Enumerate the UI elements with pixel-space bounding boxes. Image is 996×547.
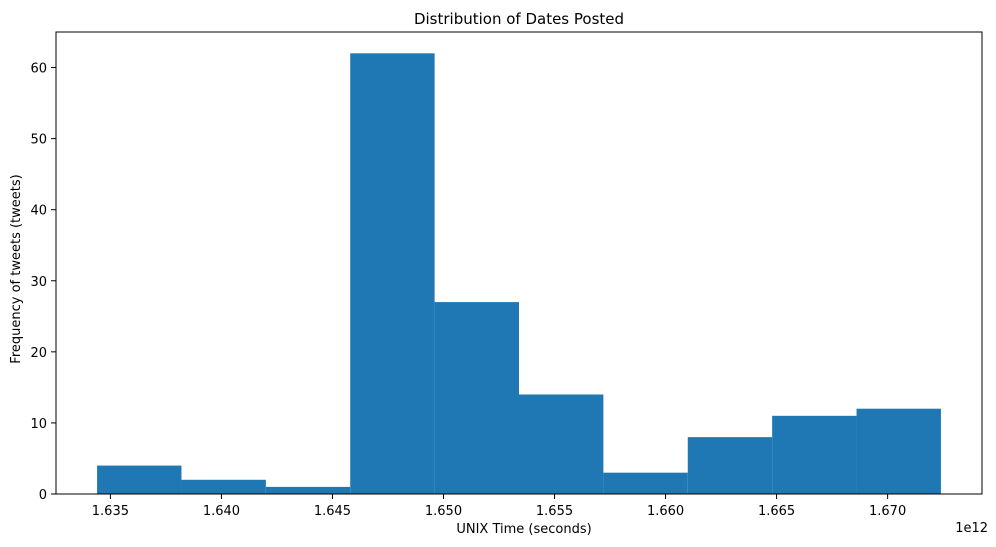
histogram-bar bbox=[856, 408, 941, 494]
y-tick-label: 20 bbox=[30, 346, 47, 361]
histogram-bar bbox=[265, 486, 351, 494]
axes-group: 1.635 1.640 1.645 1.650 1.655 1.660 1.665 1.670… bbox=[30, 31, 983, 519]
x-axis-label: UNIX Time (seconds) bbox=[456, 522, 591, 537]
y-tick-label: 50 bbox=[30, 133, 47, 148]
histogram-bar bbox=[772, 415, 857, 494]
x-tick-label: 1.670 bbox=[869, 504, 906, 519]
histogram-bar bbox=[519, 394, 604, 494]
y-tick-label: 60 bbox=[30, 62, 47, 77]
histogram-bar bbox=[434, 302, 519, 494]
y-tick-label: 30 bbox=[30, 275, 47, 290]
histogram-bar bbox=[350, 53, 435, 494]
y-axis-label: Frequency of tweets (tweets) bbox=[9, 174, 24, 363]
bars-group bbox=[97, 53, 941, 494]
histogram-bar bbox=[97, 465, 182, 494]
x-tick-label: 1.665 bbox=[758, 504, 795, 519]
y-tick-label: 0 bbox=[39, 488, 47, 503]
y-tick-label: 40 bbox=[30, 204, 47, 219]
x-tick-label: 1.640 bbox=[203, 504, 240, 519]
x-tick-label: 1.635 bbox=[92, 504, 129, 519]
y-tick-label: 10 bbox=[30, 417, 47, 432]
x-tick-label: 1.660 bbox=[647, 504, 684, 519]
x-axis-offset-label: 1e12 bbox=[955, 521, 988, 536]
histogram-bar bbox=[687, 437, 773, 494]
histogram-bar bbox=[603, 472, 688, 494]
x-tick-label: 1.655 bbox=[536, 504, 573, 519]
chart-title: Distribution of Dates Posted bbox=[414, 10, 624, 28]
histogram-bar bbox=[181, 479, 266, 494]
x-tick-label: 1.650 bbox=[425, 504, 462, 519]
plot-frame bbox=[55, 31, 983, 495]
x-tick-label: 1.645 bbox=[314, 504, 351, 519]
